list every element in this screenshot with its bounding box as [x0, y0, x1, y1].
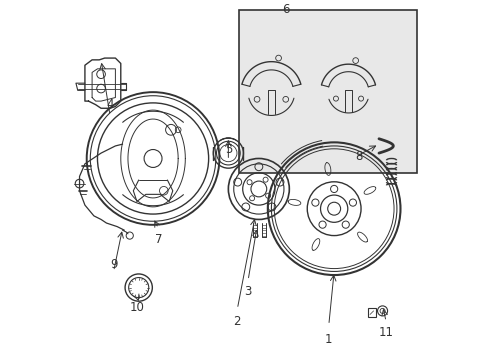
Text: 9: 9 — [110, 258, 117, 271]
Text: 10: 10 — [129, 301, 144, 314]
Text: 11: 11 — [378, 326, 393, 339]
Text: 6: 6 — [282, 3, 289, 16]
Bar — [367, 309, 375, 317]
Text: 3: 3 — [244, 285, 251, 298]
Text: 4: 4 — [106, 98, 114, 111]
Text: 5: 5 — [224, 143, 232, 156]
Bar — [239, 10, 416, 173]
Text: 8: 8 — [355, 150, 362, 163]
Text: 7: 7 — [154, 233, 162, 246]
Text: 1: 1 — [325, 333, 332, 346]
Text: 2: 2 — [233, 315, 241, 328]
